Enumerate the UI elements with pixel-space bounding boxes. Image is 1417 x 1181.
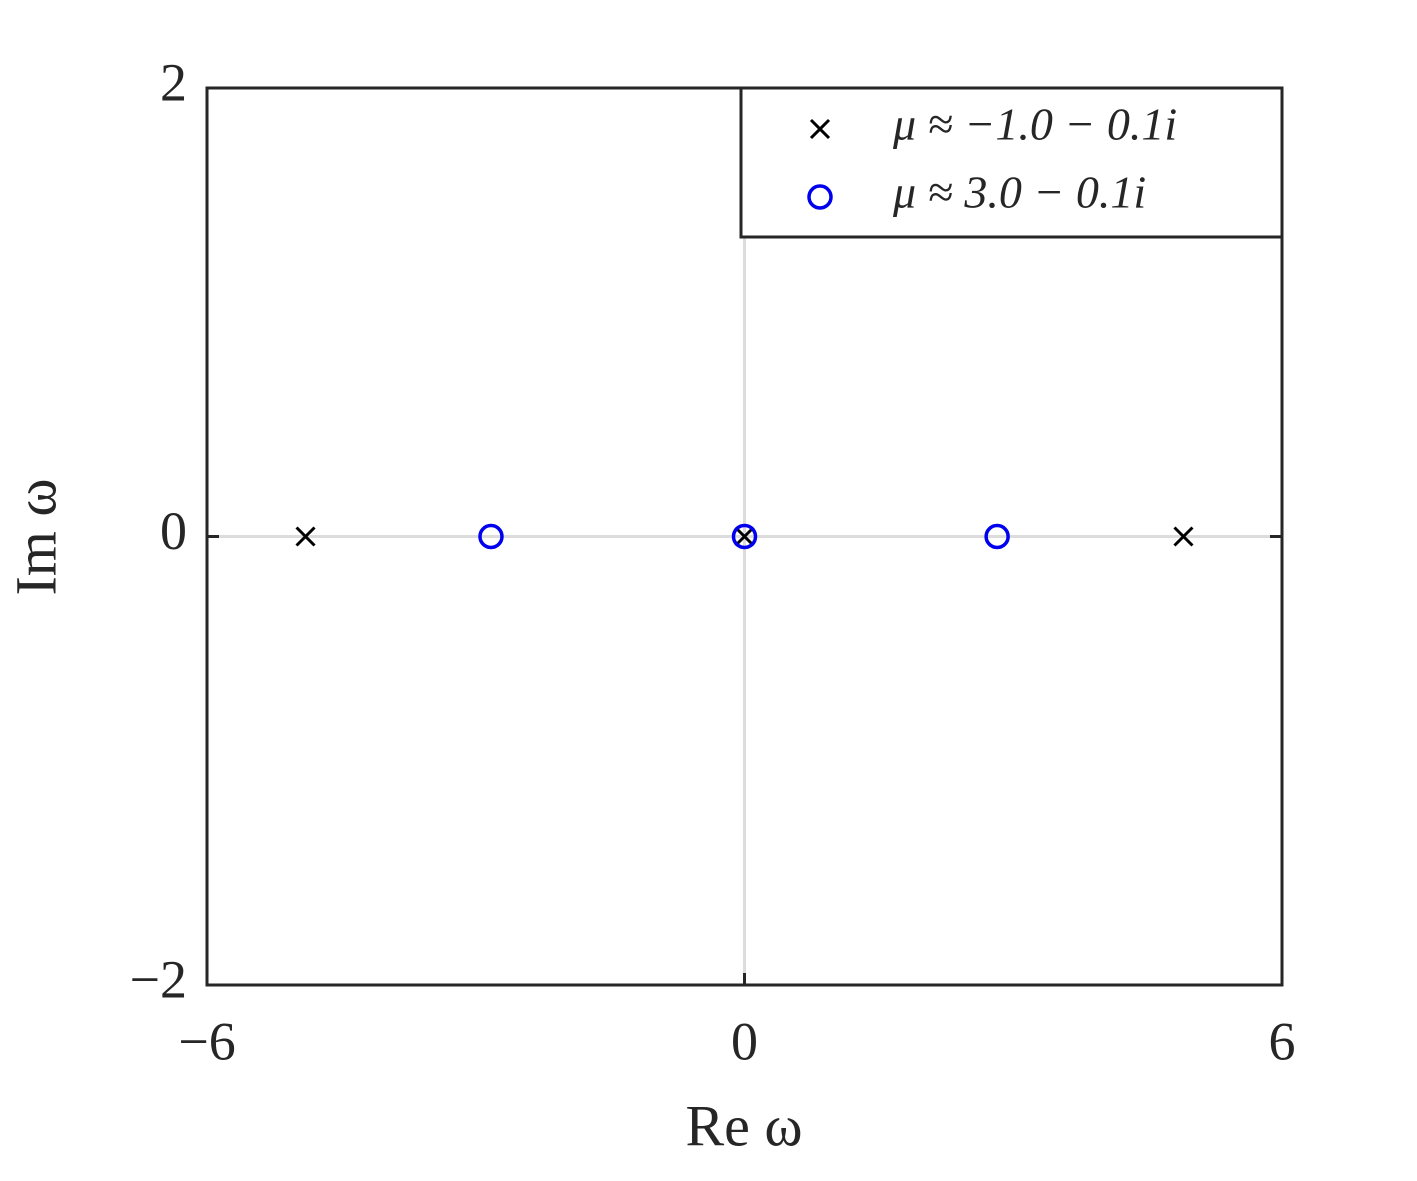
x-tick-label: 0 xyxy=(731,1011,758,1071)
circle-marker xyxy=(984,523,1010,550)
circle-marker xyxy=(731,523,758,550)
circle-marker xyxy=(807,184,833,210)
y-tick-label: −2 xyxy=(130,949,187,1009)
y-tick-label: 0 xyxy=(160,501,187,561)
x-marker xyxy=(809,118,831,140)
y-axis-label: Im ω xyxy=(3,478,68,595)
legend-box xyxy=(739,86,1284,239)
circle-marker xyxy=(478,523,504,550)
y-tick-label: 2 xyxy=(160,52,187,112)
legend-label: μ ≈ 3.0 − 0.1i xyxy=(892,167,1146,218)
x-marker xyxy=(1173,526,1194,547)
x-marker xyxy=(734,526,755,547)
x-tick-label: 6 xyxy=(1269,1011,1296,1071)
x-marker xyxy=(295,526,316,547)
x-tick-label: −6 xyxy=(178,1011,235,1071)
legend-label: μ ≈ −1.0 − 0.1i xyxy=(892,99,1177,150)
x-axis-label: Re ω xyxy=(685,1093,802,1158)
